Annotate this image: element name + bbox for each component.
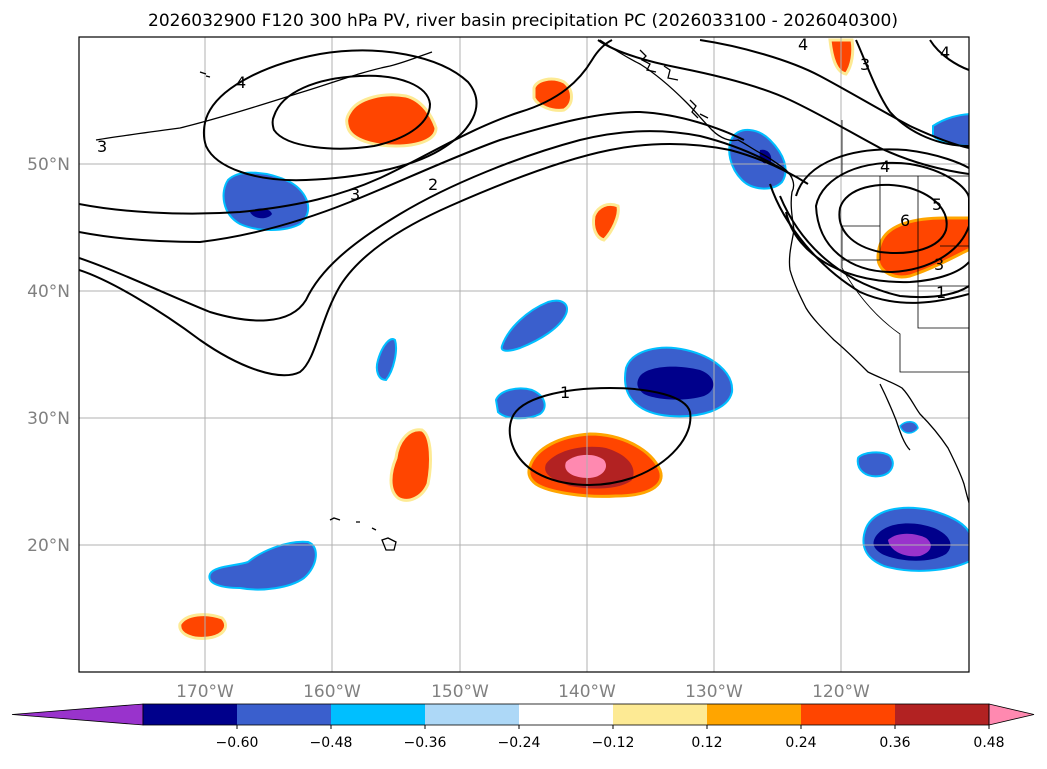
precip-negative-area [500,299,568,352]
precip-negative-area [494,387,546,420]
contour-label: 3 [350,185,360,204]
contour-label: 3 [860,55,870,74]
pv-contour-ne-4 [699,39,969,149]
colorbar-segment [801,704,896,725]
precip-negative-area [932,113,969,147]
precip-positive-area [178,613,227,640]
pv-contour-top [597,39,969,175]
precip-positive-area [345,93,438,148]
contour-label: 2 [428,175,438,194]
pv-contour-2 [79,130,791,322]
pv-contour-5-nw [271,74,432,150]
contour-label: 4 [880,157,890,176]
lat-label: 50°N [27,155,70,175]
lon-label: 150°W [431,682,489,702]
colorbar-segment [425,704,520,725]
colorbar: −0.60 −0.48 −0.36 −0.24 −0.12 0.12 0.24 0.36 0.4… [11,703,1035,751]
colorbar-tick-label: 0.48 [973,735,1004,751]
colorbar-segment [613,704,708,725]
precip-negative-area [375,338,397,382]
contour-label: 4 [940,43,950,62]
precip-negative-core [637,366,714,400]
colorbar-segment [895,704,990,725]
pv-contour-1b [769,183,969,304]
precip-peak-positive [565,454,607,478]
precip-shading [178,38,969,640]
pv-contour-3b [79,110,745,244]
colorbar-segment [519,704,614,725]
precip-positive-area [592,202,620,242]
pv-contour-1 [79,142,809,377]
contour-label: 1 [936,283,946,302]
pv-contour-1-loop [508,386,692,486]
contour-label: 4 [236,73,246,92]
figure-title: 2026032900 F120 300 hPa PV, river basin … [148,11,898,31]
colorbar-segment [237,704,332,725]
map-content: 4 3 2 3 1 4 5 6 3 1 4 3 4 [79,35,969,672]
graticule [79,37,969,672]
pv-contour-4-nw [202,49,478,182]
contour-label: 4 [798,35,808,54]
pv-contour-ne-3 [855,39,969,147]
colorbar-tick-label: −0.48 [310,735,353,751]
lon-label: 130°W [685,682,743,702]
contour-label: 1 [560,383,570,402]
lat-label: 20°N [27,536,70,556]
lon-label: 120°W [812,682,870,702]
colorbar-frame [142,703,990,726]
colorbar-segment [143,704,238,725]
colorbar-tick-label: 0.24 [785,735,816,751]
colorbar-segment [707,704,802,725]
contour-label: 6 [900,211,910,230]
lon-axis-labels: 170°W 160°W 150°W 140°W 130°W 120°W [176,682,870,702]
colorbar-tick-label: −0.36 [404,735,447,751]
precip-negative-area [899,421,919,434]
colorbar-tick-label: −0.24 [498,735,541,751]
colorbar-tick-label: 0.36 [879,735,910,751]
pv-contours [79,39,969,486]
colorbar-tick-label: −0.12 [592,735,635,751]
pv-contour-ne-4b [929,39,969,71]
lon-label: 160°W [303,682,361,702]
pv-contour-3c [785,211,969,284]
precip-negative-area [856,451,894,478]
lon-label: 170°W [176,682,234,702]
colorbar-extend-max [988,703,1035,726]
lat-label: 40°N [27,282,70,302]
pv-contour-4b [795,148,969,197]
contour-label: 3 [934,255,944,274]
map-frame [78,36,970,673]
colorbar-tick-label: −0.60 [216,735,259,751]
lat-axis-labels: 20°N 30°N 40°N 50°N [27,155,70,556]
pv-contour-2b [779,195,969,299]
lat-label: 30°N [27,409,70,429]
pv-contour-3 [79,39,613,215]
precip-negative-area [208,540,317,591]
contour-label: 5 [932,195,942,214]
pv-contour-6 [838,184,948,254]
lon-label: 140°W [558,682,616,702]
contour-label: 3 [97,137,107,156]
contour-labels: 4 3 2 3 1 4 5 6 3 1 4 3 4 [97,35,950,402]
colorbar-extend-min [11,703,144,726]
colorbar-tick-label: 0.12 [691,735,722,751]
colorbar-segment [331,704,426,725]
precip-positive-area [389,428,432,502]
